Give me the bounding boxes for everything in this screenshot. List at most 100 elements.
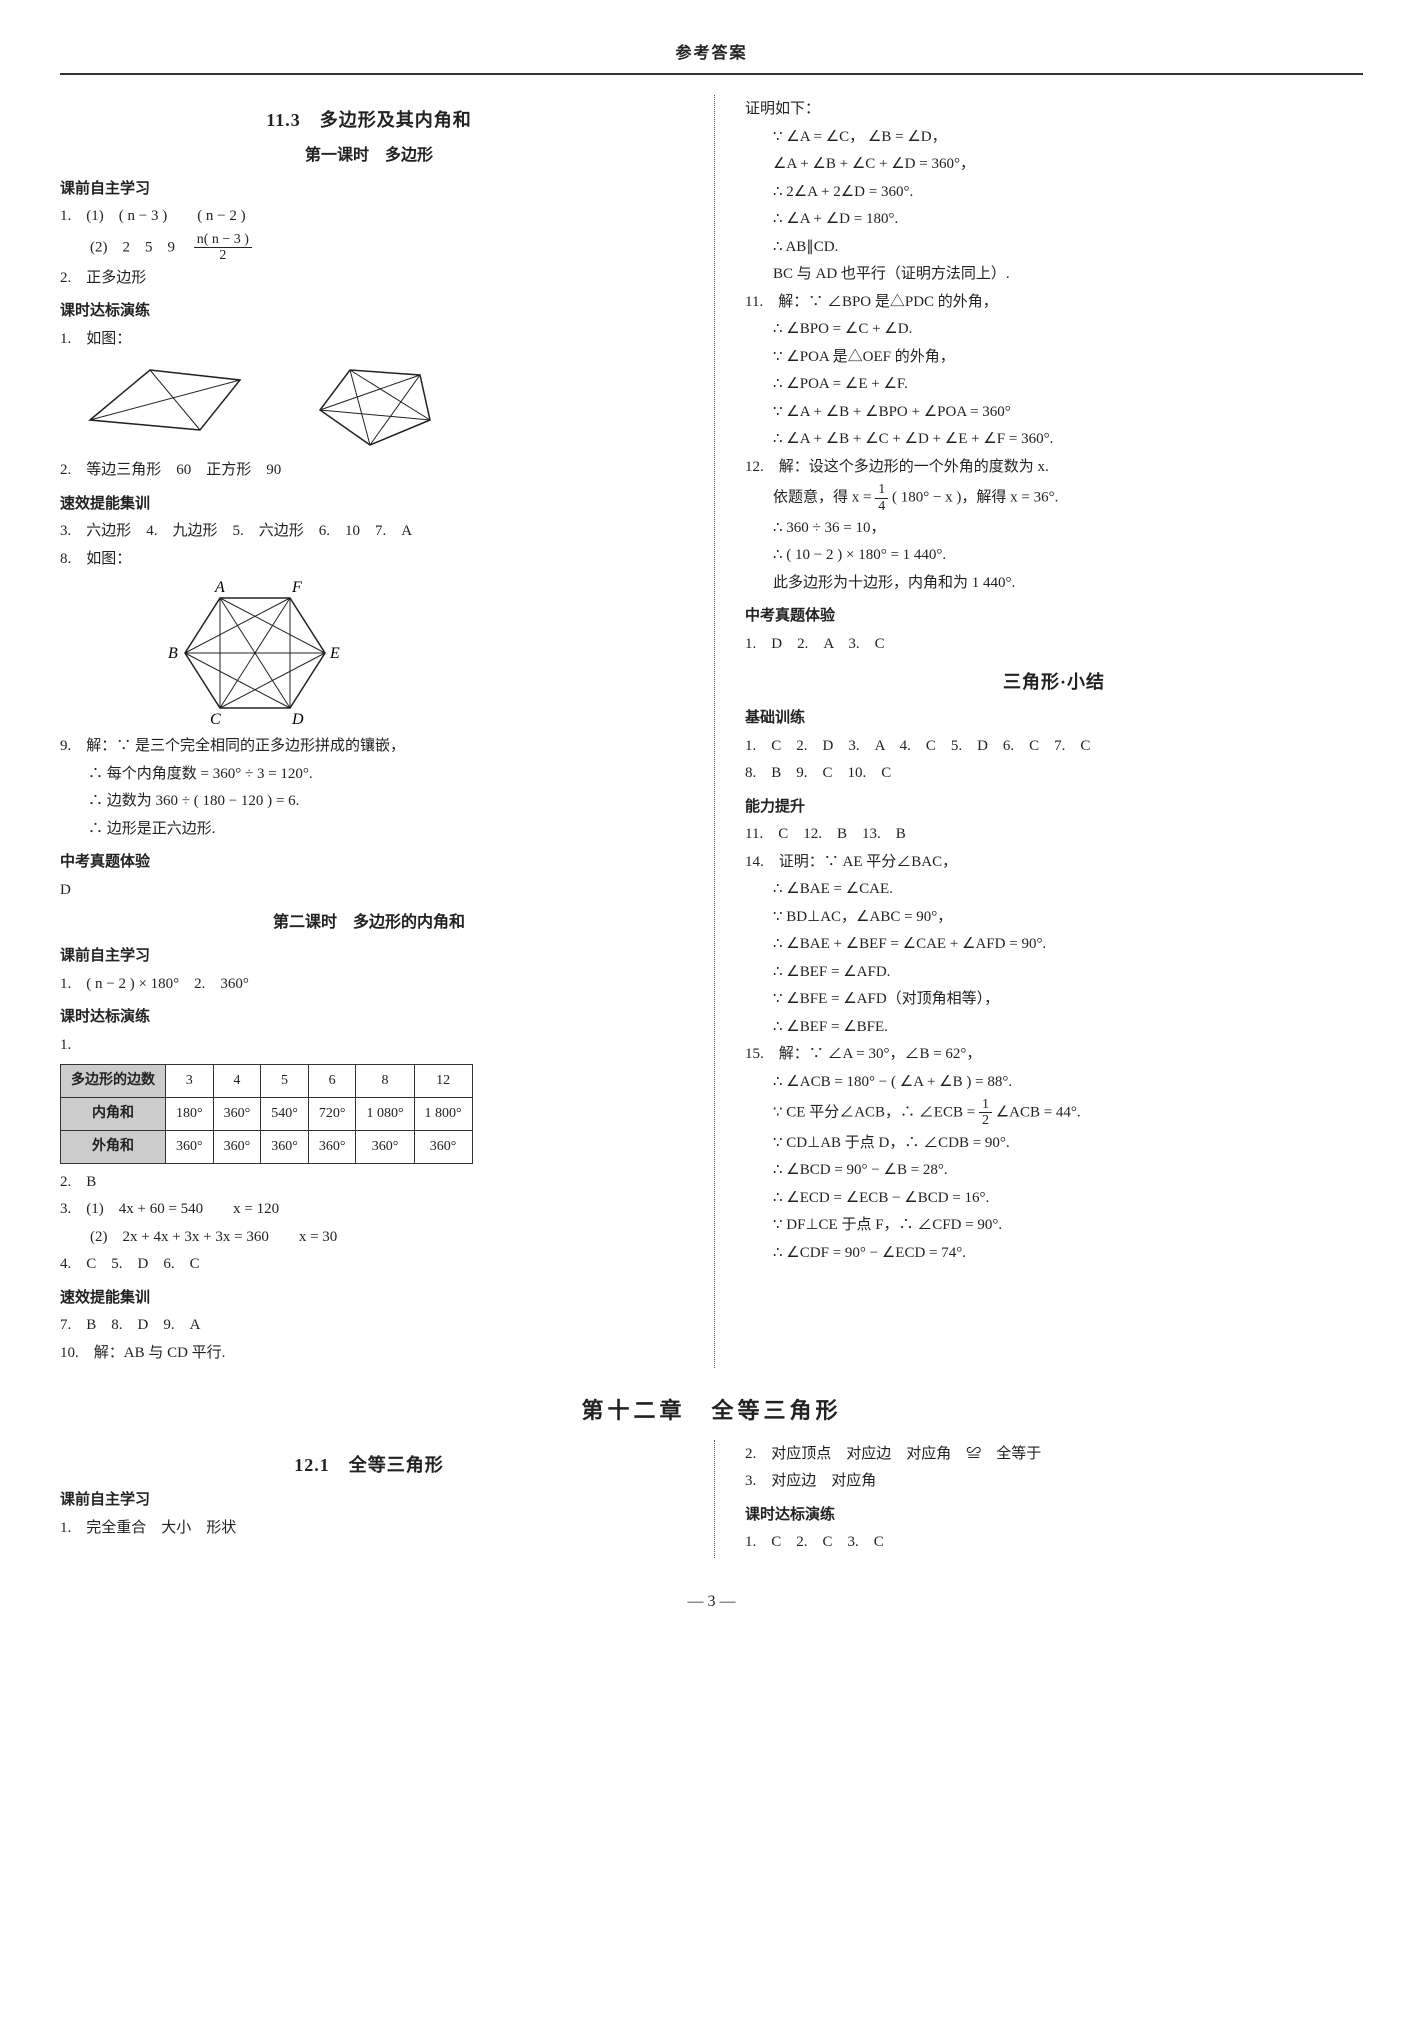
table-cell: 8 bbox=[356, 1065, 414, 1098]
bottom-answer-3: 3. 对应边 对应角 bbox=[745, 1469, 1363, 1495]
answer-1-2: (2) 2 5 9 n( n − 3 ) 2 bbox=[60, 232, 678, 264]
answer-3b: (2) 2x + 4x + 3x + 3x = 360 x = 30 bbox=[60, 1225, 678, 1251]
right-column: 证明如下： ∵ ∠A = ∠C， ∠B = ∠D， ∠A + ∠B + ∠C +… bbox=[714, 95, 1363, 1368]
table-header-interior: 内角和 bbox=[61, 1098, 166, 1131]
table-header-exterior: 外角和 bbox=[61, 1131, 166, 1164]
section-11-3-title: 11.3 多边形及其内角和 bbox=[60, 105, 678, 136]
table-cell: 180° bbox=[166, 1098, 214, 1131]
proof-line-3: ∴ 2∠A + 2∠D = 360°. bbox=[745, 180, 1363, 206]
section-12-1-title: 12.1 全等三角形 bbox=[60, 1450, 678, 1481]
speed-training-heading: 速效提能集训 bbox=[60, 492, 678, 518]
table-cell: 12 bbox=[414, 1065, 472, 1098]
answer-15-line7: ∵ DF⊥CE 于点 F，∴ ∠CFD = 90°. bbox=[745, 1213, 1363, 1239]
answer-11-line6: ∴ ∠A + ∠B + ∠C + ∠D + ∠E + ∠F = 360°. bbox=[745, 427, 1363, 453]
answer-12-line2: 依题意，得 x = 1 4 ( 180° − x )，解得 x = 36°. bbox=[745, 482, 1363, 514]
hex-label-b: B bbox=[168, 645, 178, 662]
answer-15-line8: ∴ ∠CDF = 90° − ∠ECD = 74°. bbox=[745, 1241, 1363, 1267]
quadrilateral-diagonals-icon bbox=[80, 360, 250, 440]
answer-2b: 2. B bbox=[60, 1170, 678, 1196]
table-row: 内角和 180° 360° 540° 720° 1 080° 1 800° bbox=[61, 1098, 473, 1131]
table-cell: 5 bbox=[261, 1065, 309, 1098]
answer-3a: 3. (1) 4x + 60 = 540 x = 120 bbox=[60, 1197, 678, 1223]
lesson2-title: 第二课时 多边形的内角和 bbox=[60, 909, 678, 936]
table-cell: 4 bbox=[213, 1065, 261, 1098]
answer-9-line1: 9. 解：∵ 是三个完全相同的正多边形拼成的镶嵌， bbox=[60, 734, 678, 760]
answer-4-6: 4. C 5. D 6. C bbox=[60, 1252, 678, 1278]
proof-line-1: ∵ ∠A = ∠C， ∠B = ∠D， bbox=[745, 125, 1363, 151]
lower-columns: 12.1 全等三角形 课前自主学习 1. 完全重合 大小 形状 2. 对应顶点 … bbox=[60, 1440, 1363, 1558]
answer-15-line1: 15. 解：∵ ∠A = 30°，∠B = 62°， bbox=[745, 1042, 1363, 1068]
upper-columns: 11.3 多边形及其内角和 第一课时 多边形 课前自主学习 1. (1) ( n… bbox=[60, 95, 1363, 1368]
table-cell: 360° bbox=[213, 1098, 261, 1131]
basic-answers-1-7: 1. C 2. D 3. A 4. C 5. D 6. C 7. C bbox=[745, 734, 1363, 760]
answer-14-line4: ∴ ∠BAE + ∠BEF = ∠CAE + ∠AFD = 90°. bbox=[745, 932, 1363, 958]
bottom-answer-2: 2. 对应顶点 对应边 对应角 ≌ 全等于 bbox=[745, 1442, 1363, 1468]
answer-9-line4: ∴ 边形是正六边形. bbox=[60, 817, 678, 843]
answer-15-line5: ∴ ∠BCD = 90° − ∠B = 28°. bbox=[745, 1158, 1363, 1184]
answer-15-line3: ∵ CE 平分∠ACB，∴ ∠ECB = 1 2 ∠ACB = 44°. bbox=[745, 1097, 1363, 1129]
preclass-study-heading-2: 课前自主学习 bbox=[60, 944, 678, 970]
answer-12-line4: ∴ ( 10 − 2 ) × 180° = 1 440°. bbox=[745, 543, 1363, 569]
table-row: 外角和 360° 360° 360° 360° 360° 360° bbox=[61, 1131, 473, 1164]
hex-label-d: D bbox=[291, 711, 304, 728]
table-cell: 720° bbox=[308, 1098, 356, 1131]
proof-line-5: ∴ AB∥CD. bbox=[745, 235, 1363, 261]
answer-8: 8. 如图： bbox=[60, 547, 678, 573]
answer-9-line2: ∴ 每个内角度数 = 360° ÷ 3 = 120°. bbox=[60, 762, 678, 788]
fraction-n-n-3-over-2: n( n − 3 ) 2 bbox=[194, 232, 252, 264]
preclass-study-heading-3: 课前自主学习 bbox=[60, 1488, 678, 1514]
table-cell: 360° bbox=[308, 1131, 356, 1164]
table-cell: 1 080° bbox=[356, 1098, 414, 1131]
lesson-practice-heading-3: 课时达标演练 bbox=[745, 1503, 1363, 1529]
hex-label-c: C bbox=[210, 711, 221, 728]
answer-14-line3: ∵ BD⊥AC，∠ABC = 90°， bbox=[745, 905, 1363, 931]
proof-line-2: ∠A + ∠B + ∠C + ∠D = 360°， bbox=[745, 152, 1363, 178]
table-header-sides: 多边形的边数 bbox=[61, 1065, 166, 1098]
bottom-right-column: 2. 对应顶点 对应边 对应角 ≌ 全等于 3. 对应边 对应角 课时达标演练 … bbox=[714, 1440, 1363, 1558]
fraction-1-2: 1 2 bbox=[979, 1097, 992, 1129]
basic-answers-8-10: 8. B 9. C 10. C bbox=[745, 761, 1363, 787]
bottom-answer-1: 1. 完全重合 大小 形状 bbox=[60, 1516, 678, 1542]
table-cell: 540° bbox=[261, 1098, 309, 1131]
table-cell: 6 bbox=[308, 1065, 356, 1098]
triangle-summary-title: 三角形·小结 bbox=[745, 667, 1363, 698]
answer-14-line5: ∴ ∠BEF = ∠AFD. bbox=[745, 960, 1363, 986]
hexagon-diagonals-icon: A F E D C B bbox=[150, 578, 350, 728]
answer-10: 10. 解：AB 与 CD 平行. bbox=[60, 1341, 678, 1367]
answer-3-7: 3. 六边形 4. 九边形 5. 六边形 6. 10 7. A bbox=[60, 519, 678, 545]
answer-14-line7: ∴ ∠BEF = ∠BFE. bbox=[745, 1015, 1363, 1041]
answer-15-line2: ∴ ∠ACB = 180° − ( ∠A + ∠B ) = 88°. bbox=[745, 1070, 1363, 1096]
hex-label-e: E bbox=[329, 645, 340, 662]
answer-14-line1: 14. 证明：∵ AE 平分∠BAC， bbox=[745, 850, 1363, 876]
pentagon-diagonals-icon bbox=[310, 360, 440, 450]
answer-11-line4: ∴ ∠POA = ∠E + ∠F. bbox=[745, 372, 1363, 398]
proof-line-4: ∴ ∠A + ∠D = 180°. bbox=[745, 207, 1363, 233]
answer-15-line4: ∵ CD⊥AB 于点 D，∴ ∠CDB = 90°. bbox=[745, 1131, 1363, 1157]
answer-2: 2. 正多边形 bbox=[60, 266, 678, 292]
answer-12-line3: ∴ 360 ÷ 36 = 10， bbox=[745, 516, 1363, 542]
page-header: 参考答案 bbox=[60, 40, 1363, 75]
table-cell: 1 800° bbox=[414, 1098, 472, 1131]
lesson-practice-heading-2: 课时达标演练 bbox=[60, 1005, 678, 1031]
exam-heading-2: 中考真题体验 bbox=[745, 604, 1363, 630]
fraction-numerator: 1 bbox=[875, 482, 888, 498]
bottom-left-column: 12.1 全等三角形 课前自主学习 1. 完全重合 大小 形状 bbox=[60, 1440, 678, 1558]
table-label: 1. bbox=[60, 1033, 678, 1059]
lesson-practice-heading: 课时达标演练 bbox=[60, 299, 678, 325]
page-number: — 3 — bbox=[60, 1588, 1363, 1615]
table-cell: 3 bbox=[166, 1065, 214, 1098]
answer-9-line3: ∴ 边数为 360 ÷ ( 180 − 120 ) = 6. bbox=[60, 789, 678, 815]
fraction-numerator: n( n − 3 ) bbox=[194, 232, 252, 248]
table-cell: 360° bbox=[414, 1131, 472, 1164]
lesson1-title: 第一课时 多边形 bbox=[60, 142, 678, 169]
practice-2: 2. 等边三角形 60 正方形 90 bbox=[60, 458, 678, 484]
hex-label-f: F bbox=[291, 579, 302, 596]
answer-12-line1: 12. 解：设这个多边形的一个外角的度数为 x. bbox=[745, 455, 1363, 481]
fraction-1-4: 1 4 bbox=[875, 482, 888, 514]
basic-training-heading: 基础训练 bbox=[745, 706, 1363, 732]
left-column: 11.3 多边形及其内角和 第一课时 多边形 课前自主学习 1. (1) ( n… bbox=[60, 95, 678, 1368]
answer-12-line5: 此多边形为十边形，内角和为 1 440°. bbox=[745, 571, 1363, 597]
answer-14-line6: ∵ ∠BFE = ∠AFD（对顶角相等）， bbox=[745, 987, 1363, 1013]
proof-line-6: BC 与 AD 也平行（证明方法同上）. bbox=[745, 262, 1363, 288]
answer-1-2-prefix: (2) 2 5 9 bbox=[60, 239, 190, 255]
